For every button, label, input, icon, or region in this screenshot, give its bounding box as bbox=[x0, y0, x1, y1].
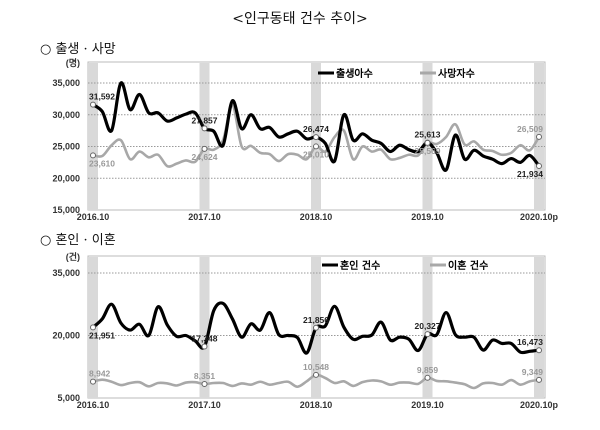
y-tick-label: 25,000 bbox=[52, 142, 80, 152]
data-point-marker bbox=[90, 324, 96, 331]
x-tick-label: 2016.10 bbox=[77, 400, 110, 410]
legend-label: 사망자수 bbox=[438, 67, 475, 80]
y-tick-label: 20,000 bbox=[52, 331, 80, 341]
data-label: 25,010 bbox=[303, 149, 329, 159]
x-tick-label: 2017.10 bbox=[188, 400, 221, 410]
x-tick-label: 2016.10 bbox=[77, 212, 110, 222]
data-point-marker bbox=[536, 133, 542, 140]
legend-label: 혼인 건수 bbox=[340, 259, 380, 272]
y-tick-label: 15,000 bbox=[52, 205, 80, 215]
data-label: 10,548 bbox=[303, 362, 329, 372]
legend-label: 출생아수 bbox=[336, 67, 373, 80]
x-tick-label: 2019.10 bbox=[411, 400, 444, 410]
data-point-marker bbox=[424, 139, 431, 146]
y-tick-label: 30,000 bbox=[52, 110, 80, 120]
marriages-divorces-chart: 35,000 20,000 5,000 (건) 2016.10 2017.10 2018.1… bbox=[52, 251, 559, 410]
legend-label: 이혼 건수 bbox=[448, 259, 488, 272]
october-band bbox=[199, 257, 210, 398]
y-tick-label: 35,000 bbox=[52, 78, 80, 88]
data-point-marker bbox=[201, 125, 208, 132]
october-band bbox=[88, 63, 98, 210]
data-label: 26,509 bbox=[517, 124, 543, 134]
x-tick-label: 2018.10 bbox=[300, 212, 333, 222]
data-point-marker bbox=[536, 162, 542, 169]
data-point-marker bbox=[201, 381, 208, 388]
data-label: 8,942 bbox=[89, 369, 111, 379]
data-point-marker bbox=[536, 376, 542, 383]
x-tick-label: 2017.10 bbox=[188, 212, 221, 222]
data-label: 16,473 bbox=[517, 337, 543, 347]
births-deaths-chart: 35,000 30,000 25,000 20,000 15,000 (명) 2016.10… bbox=[52, 57, 559, 222]
data-label: 25,613 bbox=[415, 130, 441, 140]
data-label: 8,351 bbox=[194, 371, 216, 381]
section-title-marriages-divorces: ○ 혼인 · 이혼 bbox=[40, 233, 116, 248]
y-tick-label: 35,000 bbox=[52, 268, 80, 278]
data-label: 26,474 bbox=[303, 124, 329, 134]
october-band bbox=[199, 63, 210, 210]
data-label: 20,327 bbox=[415, 321, 441, 331]
data-label: 27,857 bbox=[192, 115, 218, 125]
data-point-marker bbox=[313, 324, 319, 331]
y-tick-label: 5,000 bbox=[57, 393, 80, 403]
data-point-marker bbox=[201, 343, 208, 350]
data-label: 17,348 bbox=[192, 334, 218, 344]
data-point-marker bbox=[201, 145, 208, 152]
x-tick-label: 2018.10 bbox=[300, 400, 333, 410]
data-label: 21,934 bbox=[517, 169, 543, 179]
october-band bbox=[534, 257, 544, 398]
page-title: <인구동태 건수 추이> bbox=[232, 11, 368, 27]
data-point-marker bbox=[90, 152, 96, 159]
section-title-births-deaths: ○ 출생 · 사망 bbox=[40, 42, 116, 57]
data-label: 24,624 bbox=[192, 152, 218, 162]
y-tick-label: 20,000 bbox=[52, 173, 80, 183]
unit-label: (명) bbox=[66, 57, 80, 68]
data-point-marker bbox=[424, 331, 431, 338]
x-tick-label: 2020.10p bbox=[520, 400, 559, 410]
data-label: 9,349 bbox=[522, 367, 544, 377]
october-band bbox=[422, 257, 433, 398]
data-point-marker bbox=[313, 143, 319, 150]
x-tick-label: 2020.10p bbox=[520, 212, 559, 222]
data-point-marker bbox=[424, 374, 431, 381]
data-point-marker bbox=[90, 378, 96, 385]
data-label: 31,592 bbox=[89, 92, 115, 102]
data-point-marker bbox=[90, 101, 96, 108]
data-label: 25,569 bbox=[415, 146, 441, 156]
data-label: 21,856 bbox=[303, 315, 329, 325]
data-point-marker bbox=[536, 347, 542, 354]
data-point-marker bbox=[313, 371, 319, 378]
data-label: 23,610 bbox=[89, 158, 115, 168]
data-point-marker bbox=[313, 134, 319, 141]
data-label: 21,951 bbox=[89, 330, 115, 340]
x-tick-label: 2019.10 bbox=[411, 212, 444, 222]
unit-label: (건) bbox=[66, 251, 80, 262]
october-band bbox=[422, 63, 433, 210]
data-label: 9,859 bbox=[417, 365, 439, 375]
